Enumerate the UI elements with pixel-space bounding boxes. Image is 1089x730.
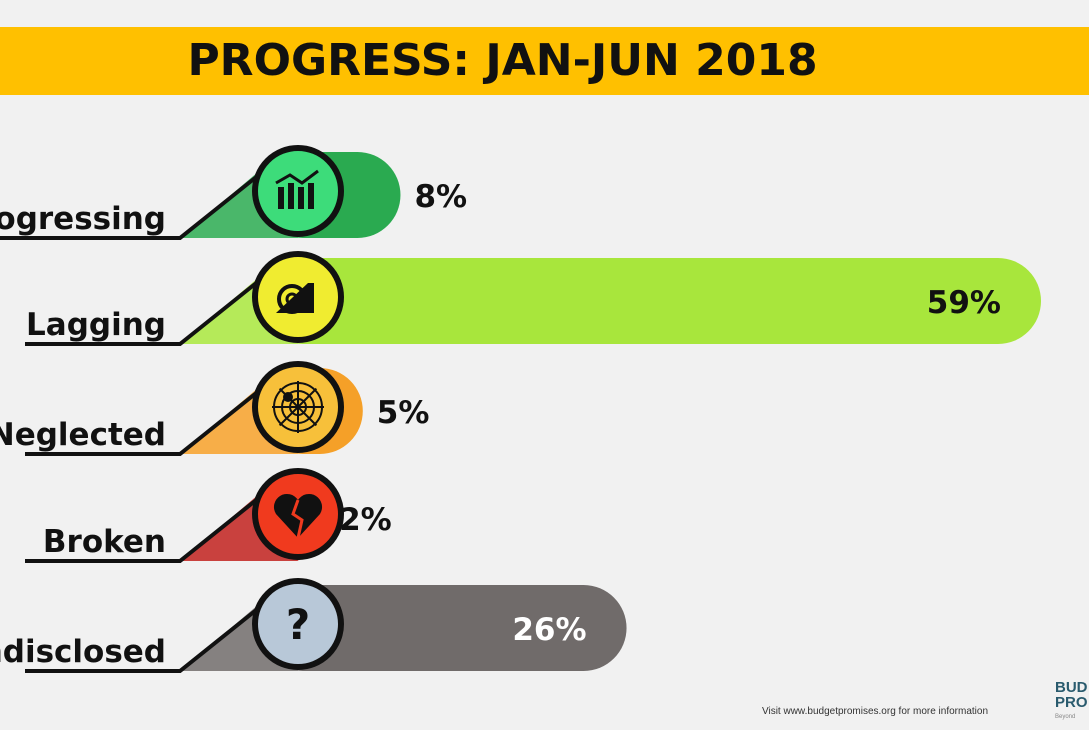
category-label: Undisclosed xyxy=(0,634,166,670)
category-label: Progressing xyxy=(0,201,166,237)
bar-row-broken: Broken 2% xyxy=(25,468,392,563)
bar-glyph xyxy=(298,187,304,209)
web-ring xyxy=(273,382,323,432)
value-label: 26% xyxy=(512,612,586,648)
chart-growth-icon xyxy=(275,169,319,209)
trend-line xyxy=(275,169,319,185)
bar-glyph xyxy=(288,183,294,209)
category-label: Neglected xyxy=(0,417,166,453)
icon-circle xyxy=(252,578,344,670)
category-label: Broken xyxy=(43,524,166,560)
label-underline xyxy=(0,172,262,240)
broken-heart-icon xyxy=(273,493,323,539)
value-label: 5% xyxy=(377,395,430,431)
label-underline xyxy=(25,388,262,456)
web-ring xyxy=(289,398,307,416)
title-banner xyxy=(0,27,1089,95)
footer-text[interactable]: Visit www.budgetpromises.org for more in… xyxy=(762,706,989,717)
snail-icon xyxy=(276,283,314,314)
label-underline xyxy=(25,278,262,346)
body xyxy=(276,283,314,313)
label-underline xyxy=(25,495,262,563)
value-label: 8% xyxy=(414,179,467,215)
web-ring xyxy=(281,390,315,424)
crack xyxy=(291,499,304,539)
bar-row-lagging: Lagging 59% xyxy=(25,251,1041,346)
chart-title: PROGRESS: JAN-JUN 2018 xyxy=(187,35,818,86)
bar-row-undisclosed: ? Undisclosed 26% xyxy=(0,578,627,673)
bar xyxy=(260,585,627,671)
bar xyxy=(260,258,1041,344)
bar-glyph xyxy=(278,187,284,209)
web-line xyxy=(297,406,318,427)
web-line xyxy=(278,406,299,427)
value-label: 2% xyxy=(339,502,392,538)
question-mark-icon: ? xyxy=(286,600,310,649)
bar-glyph xyxy=(308,183,314,209)
logo: BUD PRO Beyond xyxy=(1055,679,1088,720)
web-line xyxy=(297,387,318,408)
spider xyxy=(283,392,293,402)
bar-row-neglected: Neglected 5% xyxy=(0,361,430,456)
bar-row-progressing: Progressing 8% xyxy=(0,145,467,240)
spider-web-icon xyxy=(272,381,324,433)
value-label: 59% xyxy=(927,285,1001,321)
label-underline xyxy=(25,605,262,673)
category-label: Lagging xyxy=(26,307,166,343)
question-glyph: ? xyxy=(286,600,310,649)
